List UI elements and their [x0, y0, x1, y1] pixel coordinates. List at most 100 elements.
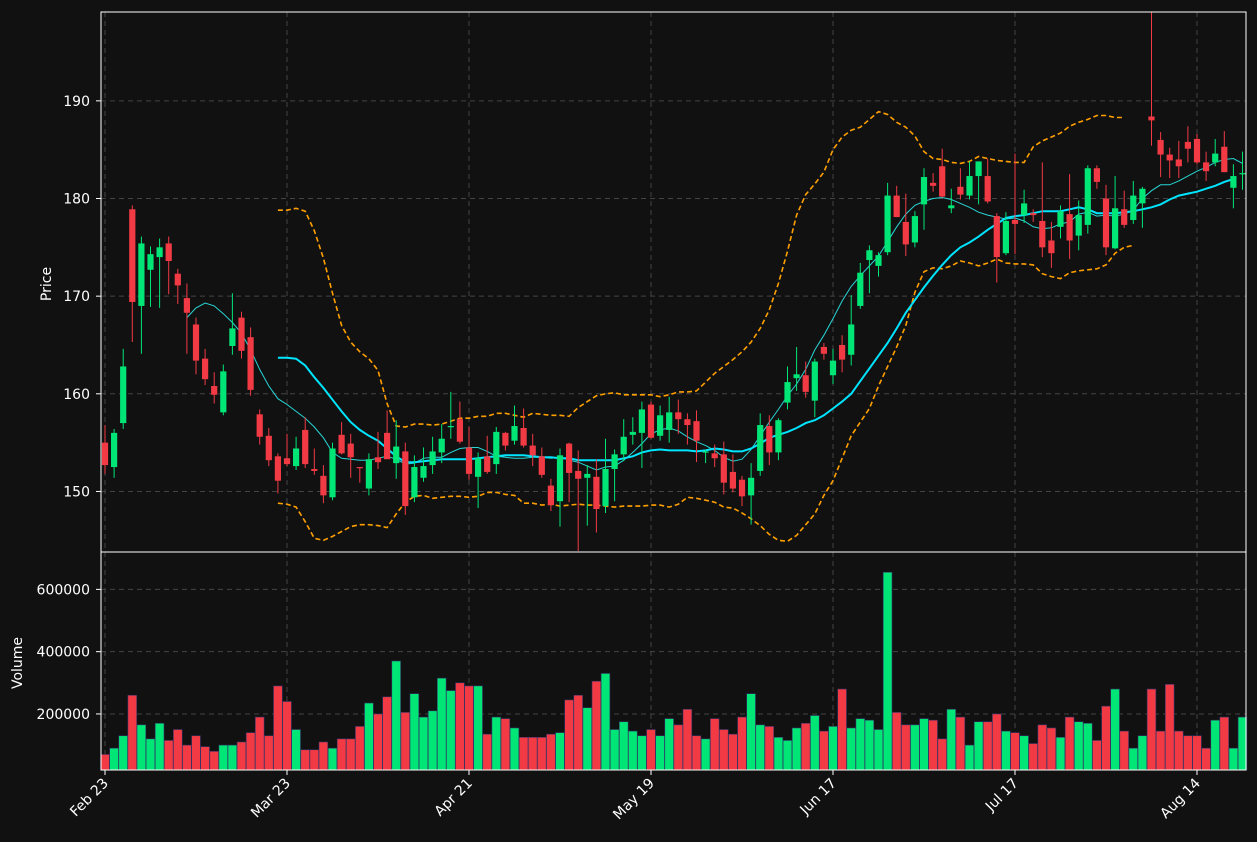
volume-bar: [1101, 705, 1111, 771]
price-grid: [101, 12, 1246, 552]
volume-bar: [1046, 727, 1057, 771]
volume-bar: [646, 729, 656, 771]
volume-bar: [1210, 719, 1220, 771]
volume-bar: [791, 727, 802, 771]
candle-body: [1230, 176, 1237, 188]
volume-bar: [737, 716, 747, 771]
volume-bar: [719, 729, 729, 771]
volume-bar: [173, 729, 183, 771]
candle-body: [147, 254, 154, 270]
candle-body: [811, 361, 818, 401]
volume-bar: [928, 719, 938, 771]
price-tick-label: 180: [63, 192, 90, 208]
volume-bar: [446, 690, 456, 771]
candle-body: [638, 409, 645, 433]
volume-bar: [100, 754, 110, 771]
candle-body: [456, 419, 463, 442]
candle-body: [993, 216, 1000, 258]
sma-long-line: [277, 178, 1234, 464]
candle-body: [447, 426, 454, 428]
volume-bar: [673, 724, 684, 771]
candle-body: [120, 366, 127, 424]
volume-bar: [164, 740, 174, 771]
candle-body: [302, 429, 309, 465]
candle-body: [475, 458, 482, 477]
candle-body: [884, 195, 891, 253]
volume-bar: [618, 721, 629, 771]
candle-body: [930, 182, 937, 186]
volume-bar: [873, 729, 884, 771]
candle-body: [1021, 203, 1028, 216]
volume-bar: [427, 710, 438, 771]
volume-frame: [100, 551, 1247, 771]
volume-bar: [664, 718, 674, 771]
candle-body: [893, 195, 900, 218]
candle-body: [1048, 240, 1055, 254]
candle-body: [1239, 173, 1246, 175]
volume-bar: [391, 660, 401, 771]
candle-body: [684, 419, 691, 426]
candle-body: [693, 421, 700, 441]
candle-body: [1112, 208, 1119, 249]
candle-body: [356, 467, 363, 469]
candle-body: [1148, 116, 1155, 121]
volume-bar: [691, 735, 702, 771]
volume-bar: [982, 721, 993, 771]
volume-y-ticks: 200000 400000 600000: [37, 582, 101, 723]
candle-body: [939, 166, 946, 197]
candle-body: [1212, 153, 1219, 163]
volume-bar: [282, 701, 292, 771]
volume-bar: [591, 680, 602, 771]
volume-bar: [455, 682, 465, 771]
volume-bar: [1083, 722, 1093, 771]
volume-bar: [728, 733, 738, 771]
volume-bar: [628, 730, 638, 771]
price-tick-label: 160: [63, 387, 90, 403]
volume-bar: [327, 747, 338, 771]
candle-body: [784, 382, 791, 403]
volume-bar: [182, 744, 192, 771]
candle-body: [711, 453, 718, 459]
bollinger-upper-line: [277, 110, 1125, 428]
candle-body: [538, 456, 545, 475]
volume-tick-label: 400000: [37, 645, 90, 661]
volume-bar: [937, 738, 947, 771]
volume-bar: [527, 736, 538, 771]
volume-bar: [819, 730, 829, 771]
candle-body: [1057, 211, 1064, 227]
volume-bar: [1028, 743, 1038, 771]
volume-bar: [655, 735, 665, 771]
volume-bar: [1183, 735, 1193, 771]
candle-body: [1039, 220, 1046, 248]
candle-body: [183, 298, 190, 313]
volume-bar: [1219, 716, 1230, 771]
candle-body: [347, 443, 354, 458]
volume-bar: [773, 736, 784, 771]
volume-bar: [409, 693, 420, 771]
candle-body: [593, 476, 600, 510]
candle-body: [174, 273, 181, 286]
candle-body: [975, 161, 982, 177]
volume-bar: [473, 685, 483, 771]
candle-body: [1011, 219, 1019, 224]
volume-bar: [800, 722, 811, 771]
volume-bar: [555, 732, 565, 771]
volume-bar: [564, 699, 574, 771]
volume-bar: [1064, 716, 1075, 771]
volume-bar: [582, 707, 593, 771]
volume-bar: [1037, 724, 1048, 771]
candle-body: [629, 431, 636, 435]
candle-body: [948, 205, 955, 209]
candle-body: [547, 485, 554, 506]
candle-body: [911, 216, 918, 243]
volume-bar: [992, 713, 1002, 771]
volume-bar: [1137, 735, 1148, 771]
volume-bar: [236, 741, 247, 771]
volume-bar: [336, 738, 347, 771]
volume-bar: [1228, 747, 1239, 771]
volume-bar: [291, 729, 301, 771]
candle-body: [493, 431, 500, 465]
candle-body: [866, 250, 873, 261]
volume-bar: [755, 724, 765, 771]
